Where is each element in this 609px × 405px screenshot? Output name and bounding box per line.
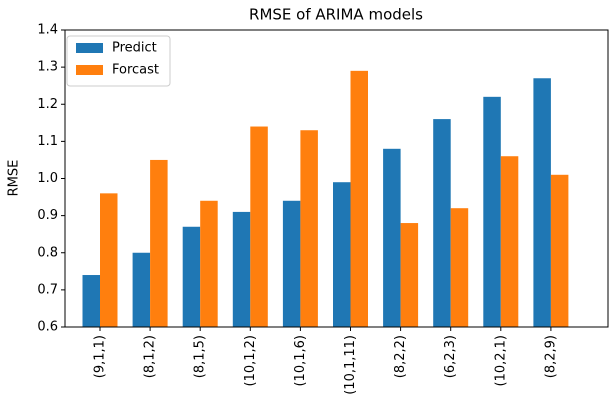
legend-swatch (76, 65, 103, 75)
x-tick-label: (10,1,11) (343, 335, 358, 395)
bar (400, 223, 419, 327)
y-tick-label: 1.0 (37, 171, 58, 186)
bar (182, 226, 201, 327)
y-tick-label: 1.3 (37, 60, 58, 75)
plot-frame (64, 29, 609, 328)
x-tick-label: (6,2,3) (443, 335, 458, 378)
bar (100, 193, 118, 327)
bar (533, 78, 551, 327)
y-tick-label: 1.4 (37, 23, 58, 38)
chart-title: RMSE of ARIMA models (249, 6, 423, 24)
bar (282, 200, 301, 327)
legend-label: Forcast (112, 63, 159, 78)
x-tick-label: (9,1,1) (93, 335, 108, 378)
bar (450, 208, 469, 327)
y-tick-label: 0.7 (37, 282, 58, 297)
bar (383, 148, 401, 327)
bar (333, 182, 351, 327)
y-tick-label: 0.8 (37, 245, 58, 260)
bar (150, 159, 168, 327)
x-tick-label: (8,1,5) (193, 335, 208, 378)
y-tick-label: 0.6 (37, 320, 58, 335)
bar (132, 252, 151, 327)
legend-swatch (76, 43, 103, 53)
bar (483, 96, 501, 327)
bar (200, 200, 218, 327)
bar (232, 211, 251, 327)
x-tick-label: (8,1,2) (143, 335, 158, 378)
bar (550, 174, 569, 327)
bar (433, 119, 451, 327)
legend-label: Predict (112, 41, 157, 56)
bar (250, 126, 268, 328)
y-axis-label: RMSE (7, 160, 22, 197)
y-tick-label: 0.9 (37, 208, 58, 223)
x-tick-label: (10,1,2) (243, 335, 258, 387)
bar (500, 156, 519, 327)
x-tick-label: (10,2,1) (493, 335, 508, 387)
y-tick-label: 1.1 (37, 134, 58, 149)
bar (350, 70, 368, 328)
x-tick-label: (8,2,9) (543, 335, 558, 378)
bar (82, 275, 100, 327)
y-tick-label: 1.2 (37, 97, 58, 112)
x-tick-label: (8,2,2) (393, 335, 408, 378)
x-tick-label: (10,1,6) (293, 335, 308, 387)
bar (300, 130, 318, 327)
